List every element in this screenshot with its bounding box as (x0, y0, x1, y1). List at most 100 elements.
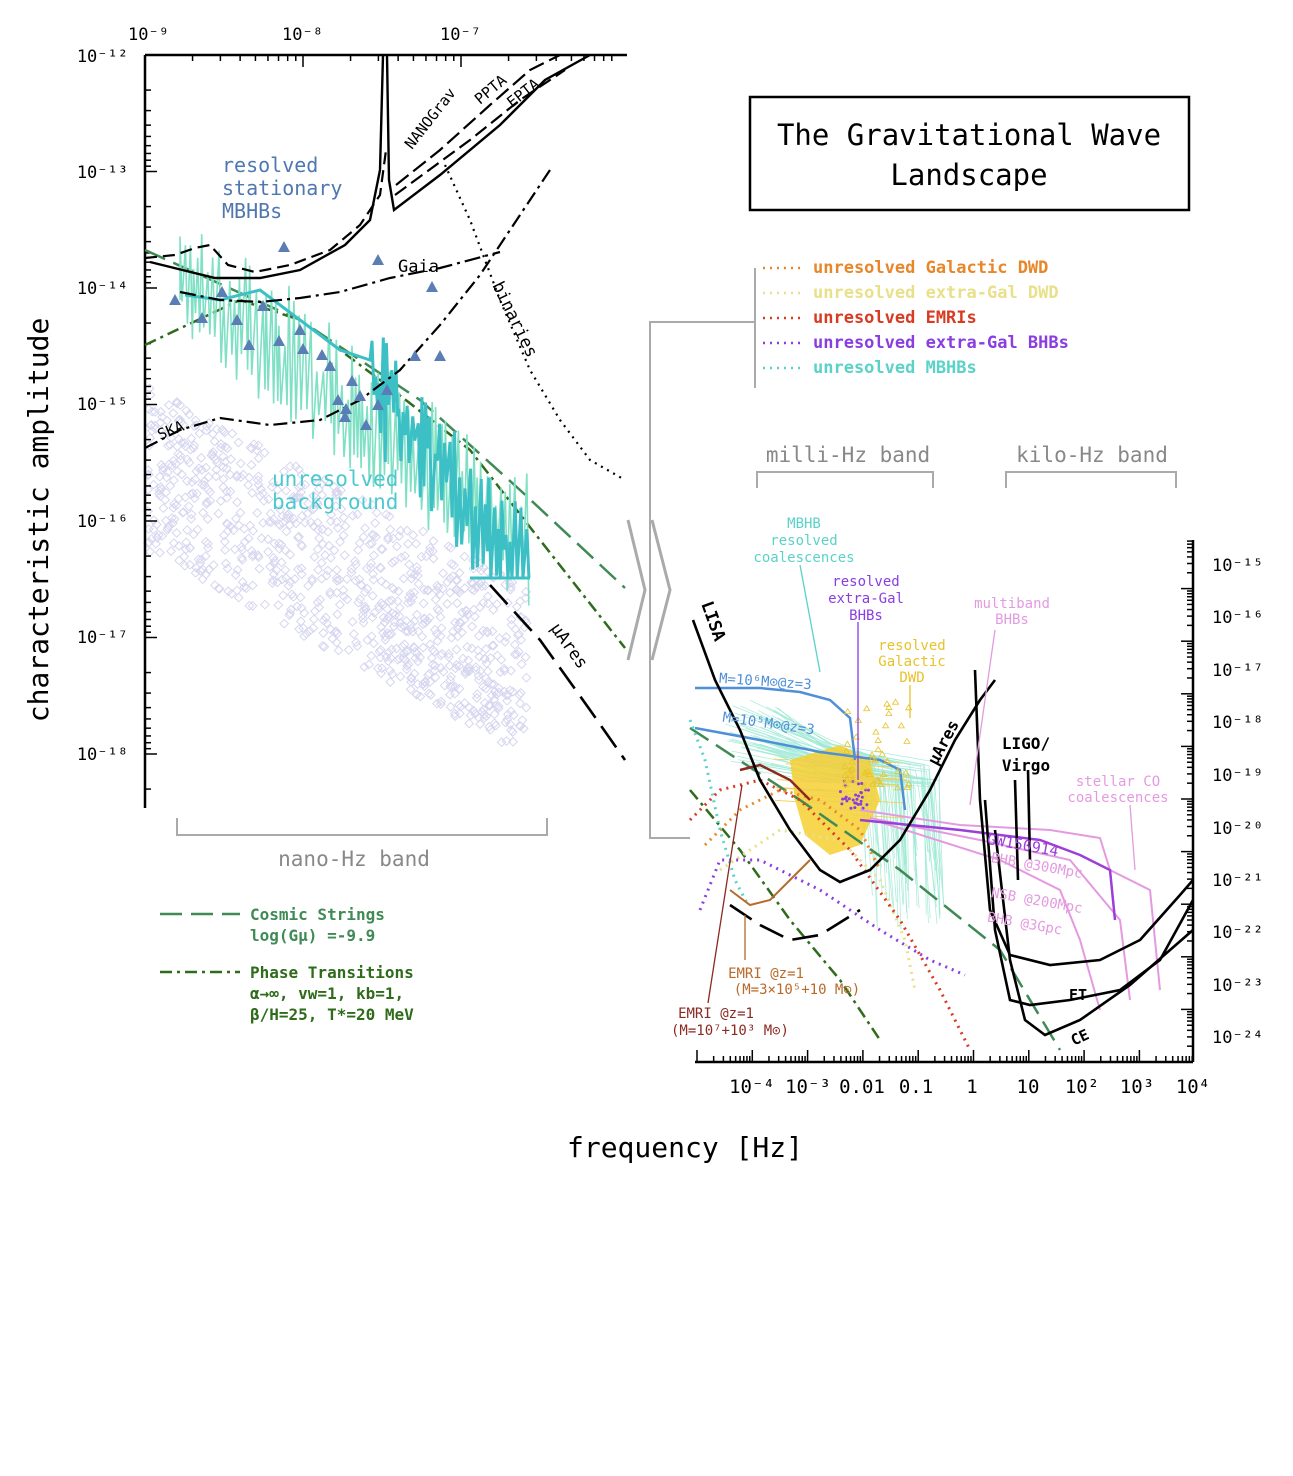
mbhb-diamond (312, 544, 323, 555)
multi-arrow (969, 629, 996, 806)
milli-axis-ticks (696, 540, 1193, 1063)
mbhb-diamond (221, 518, 232, 529)
mbhb-diamond (462, 666, 473, 676)
mbhb-diamond (517, 715, 528, 726)
mbhb-diamond (516, 634, 527, 645)
mbhb-diamond (506, 725, 517, 736)
mbhb-diamond (325, 589, 336, 600)
mbhb-diamond (384, 511, 395, 522)
legend-label: unresolved extra-Gal DWD (813, 283, 1059, 303)
milli-band-bracket (756, 471, 934, 488)
mbhb-diamond (237, 545, 248, 555)
mbhb-diamond (462, 663, 473, 674)
mbhb-diamond (476, 581, 487, 592)
mbhb-diamond (228, 525, 239, 536)
resolved-mbhb-triangle (340, 403, 352, 414)
mbhb-diamond (454, 660, 465, 671)
mbhb-diamond (355, 594, 365, 605)
rgal-label: DWD (899, 670, 924, 686)
mbhb-diamond (377, 600, 388, 611)
mbhb-diamond (418, 642, 429, 653)
mbhb-diamond (400, 550, 410, 561)
y-tick-label: 10⁻¹⁵ (77, 395, 128, 415)
mbhb-diamond (171, 397, 182, 407)
mbhb-diamond (381, 652, 392, 662)
mbhb-diamond (424, 688, 434, 699)
unresolved-mbhb-cloud (143, 383, 532, 748)
mbhb-diamond (309, 614, 319, 625)
mbhb-diamond (438, 568, 449, 579)
mbhb-diamond (382, 614, 392, 625)
mbhb-diamond (429, 646, 440, 657)
mbhb-diamond (438, 666, 449, 677)
mbhb-diamond (482, 591, 493, 602)
resolved-dwd-triangle (891, 698, 900, 705)
mbhb-diamond (358, 532, 369, 542)
mbhb-diamond (451, 644, 462, 655)
mbhb-diamond (459, 583, 470, 594)
mbhb-diamond (366, 650, 377, 661)
dwd-track (820, 778, 871, 783)
mbhb-diamond (320, 550, 331, 561)
mbhb-diamond (308, 521, 319, 532)
mbhb-diamond (285, 461, 296, 472)
x-axis-label: frequency [Hz] (567, 1131, 803, 1164)
resolved-dwd-triangle (881, 722, 890, 729)
ce-curve (993, 829, 1194, 1037)
mbhb-diamond (479, 698, 490, 709)
gaia-curve (179, 250, 501, 304)
dwd-track (775, 786, 826, 791)
resolved-mbhb-triangle (332, 394, 344, 405)
mbhb-diamond (487, 640, 498, 651)
mbhb-diamond (402, 525, 413, 536)
mbhb-diamond (277, 574, 287, 585)
dwd-track (854, 799, 905, 804)
dwd-track (816, 773, 868, 777)
mbhb-diamond (360, 587, 370, 598)
unres-emris (688, 778, 972, 1051)
mbhb-diamond (347, 510, 358, 521)
mbhb-diamond (508, 710, 519, 721)
mbhb-diamond (451, 575, 462, 586)
mbhb-diamond (290, 461, 301, 472)
mbhb-diamond (315, 594, 326, 605)
mbhb-diamond (412, 656, 423, 667)
mbhb-diamond (485, 724, 496, 735)
mbhb-diamond (475, 719, 486, 730)
mbhb-diamond (489, 709, 500, 720)
resolved-dwd-triangle (894, 767, 902, 774)
mbhb-diamond (430, 594, 441, 605)
mbhb-diamond (247, 487, 258, 498)
y-tick-label: 10⁻¹⁶ (1212, 608, 1263, 628)
mbhb-diamond (218, 451, 229, 462)
mbhb-diamond (401, 646, 412, 657)
mbhb-diamond (435, 662, 446, 673)
mbhb-diamond (362, 583, 373, 594)
emri-a-label: (M=3×10⁵+10 M⊙) (734, 982, 860, 998)
mbhb-diamond (321, 618, 332, 629)
dwd-track (804, 776, 855, 781)
mbhb-diamond (507, 686, 518, 697)
mbhb-diamond (257, 488, 268, 499)
mbhb-diamond (319, 641, 330, 652)
mbhb-diamond (435, 631, 446, 642)
gaia-label: Gaia (398, 257, 439, 277)
binaries-curve (443, 164, 626, 481)
mbhb-diamond (154, 547, 165, 558)
unres-mbhbs (688, 719, 750, 906)
mbhb-diamond (429, 624, 440, 635)
mbhb-diamond (318, 628, 329, 638)
mbhb-diamond (374, 603, 385, 614)
dwd-track (814, 788, 865, 793)
mbhb-diamond (305, 517, 316, 528)
milli-band-label: milli-Hz band (766, 443, 930, 467)
mbhb-diamond (459, 551, 470, 562)
mbhb-track-1e5 (694, 726, 907, 811)
resolved-dwd-triangle (841, 771, 849, 778)
mbhb-diamond (423, 585, 434, 596)
mbhb-diamond (296, 487, 307, 498)
mbhb-diamond (451, 584, 462, 595)
mbhb-diamond (218, 462, 229, 473)
mbhb-diamond (411, 562, 422, 572)
mbhb-diamond (387, 669, 398, 680)
